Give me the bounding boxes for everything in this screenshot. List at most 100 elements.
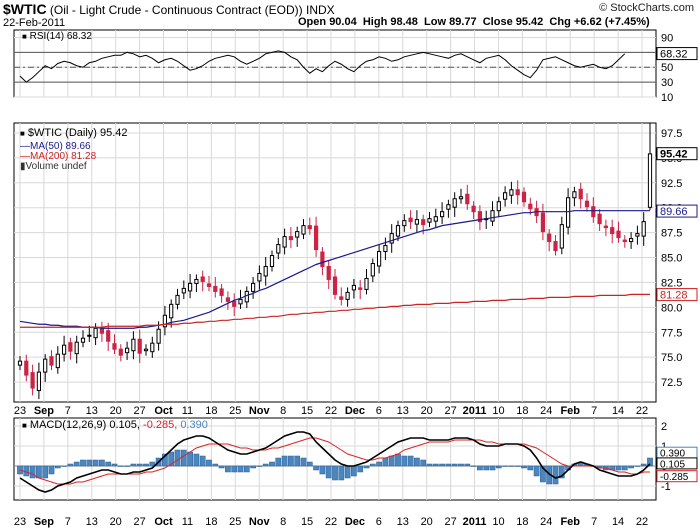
ohlc-summary: Open 90.04 High 98.48 Low 89.77 Close 95… [298,16,650,28]
low-label: Low [424,16,447,28]
macd-histogram-bar [477,465,483,471]
price-tick-label: 87.5 [661,228,682,240]
macd-histogram-bar [426,463,433,467]
macd-histogram-bar [294,455,301,467]
x-tick-label: 20 [110,516,122,528]
candle-body [112,343,117,350]
x-tick-label: 15 [301,516,313,528]
candle-body [332,276,338,295]
macd-histogram-bar [206,459,212,467]
candle-body [458,196,464,200]
candle-body [616,230,621,239]
x-tick-label: 7 [591,516,597,528]
candle-body [244,290,249,303]
x-tick-label: Sep [34,405,54,417]
candle-body [559,224,564,249]
macd-histogram-bar [439,463,445,467]
macd-histogram-bar [382,457,389,467]
price-tick-label: 97.5 [661,128,682,140]
candle-body [377,251,382,267]
rsi-tick-label: 30 [661,77,673,89]
macd-histogram-bar [180,449,187,467]
instrument-name: (Oil - Light Crude - Continuous Contract… [49,3,303,17]
macd-histogram-bar [124,465,130,467]
candle-body [194,278,199,284]
macd-histogram-bar [73,461,80,467]
candle-body [421,219,426,226]
x-tick-label: 11 [182,405,193,417]
rsi-tick-label: 50 [661,62,673,74]
candle-body [206,283,212,287]
candle-body [540,212,545,233]
macd-histogram-bar [218,465,225,469]
candle-body [528,203,533,210]
x-tick-label: 22 [325,516,337,528]
candle-body [553,241,558,252]
x-tick-label: 25 [229,405,241,417]
close-value: 95.42 [515,16,544,28]
chg-value: +6.62 (+7.45%) [573,16,650,28]
macd-histogram-bar [640,463,647,467]
macd-histogram-bar [508,465,515,467]
ma200-legend-text: MA(200) 81.28 [30,151,97,162]
ma50-last-label: 89.66 [660,206,688,218]
macd-histogram-bar [451,463,458,467]
price-legend-swatch: ■ [20,129,25,138]
ma50-legend-text: MA(50) 89.66 [30,141,91,152]
macd-histogram-bar [319,465,326,475]
macd-histogram-bar [313,465,319,471]
candle-body [106,330,111,342]
high-value: 98.48 [390,16,418,28]
macd-histogram-bar [483,465,490,471]
x-tick-label: 23 [14,516,26,528]
candle-body [43,358,48,373]
candle-body [143,348,149,352]
macd-histogram-bar [29,465,36,479]
rsi-last-value-label: 68.32 [660,49,688,61]
macd-histogram-bar [332,465,338,481]
macd-histogram-bar [445,463,452,467]
macd-signal-legend: -0.285, [143,419,178,431]
macd-histogram-bar [521,465,527,469]
candle-body [175,294,180,305]
macd-histogram-bar [143,463,149,467]
macd-histogram-bar [514,465,521,467]
price-legend: ■ $WTIC (Daily) 95.42 [20,127,128,139]
macd-histogram-bar [351,465,357,477]
macd-last-label-box [656,457,698,470]
x-tick-label: 27 [444,516,456,528]
x-tick-label: 7 [65,405,71,417]
x-tick-label: 10 [492,405,504,417]
candle-body [24,360,29,376]
candle-body [162,314,168,328]
chg-label: Chg [549,16,571,28]
candle-body [477,211,482,223]
macd-histogram-bar [54,465,61,469]
x-tick-label: Dec [345,516,365,528]
candle-body [389,233,394,244]
candle-body [99,327,105,334]
macd-histogram-bar [67,463,74,467]
volume-swatch: ▮ [20,161,26,172]
rsi-panel-frame [13,29,657,98]
macd-histogram-bar [130,463,137,467]
macd-histogram-bar [495,465,502,469]
candle-body [62,344,67,355]
x-tick-label: 20 [421,405,433,417]
candle-body [402,220,407,227]
candle-body [288,236,293,241]
macd-tick-label: -1 [661,481,671,493]
candle-body [364,277,369,290]
macd-histogram-bar [256,465,263,467]
candle-body [603,225,608,229]
candle-body [232,300,237,307]
ma50-swatch: — [20,141,30,152]
x-tick-label: 27 [444,405,456,417]
macd-histogram-bar [86,459,93,467]
macd-histogram-bar [414,457,420,467]
candle-body [465,193,470,205]
macd-histogram-bar [407,455,414,467]
candle-body [156,328,161,344]
macd-histogram-bar [111,463,118,467]
candle-body [521,191,527,203]
